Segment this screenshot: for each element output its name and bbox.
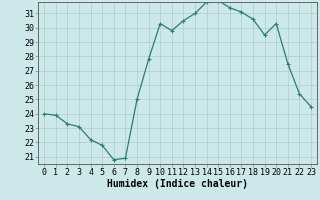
X-axis label: Humidex (Indice chaleur): Humidex (Indice chaleur) [107,179,248,189]
